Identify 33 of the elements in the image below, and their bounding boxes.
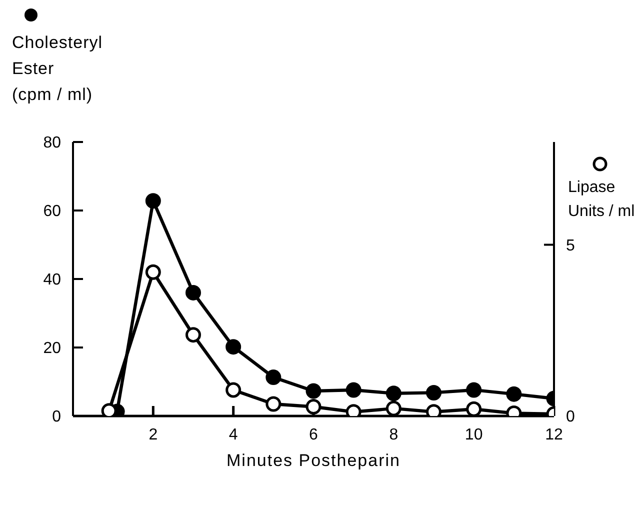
point bbox=[346, 382, 362, 398]
y-tick-label: 20 bbox=[43, 340, 62, 358]
point bbox=[266, 370, 282, 386]
point bbox=[145, 264, 161, 280]
y2-tick-label: 5 bbox=[566, 237, 575, 254]
x-tick-label: 4 bbox=[228, 426, 238, 444]
y-axis-title: Cholesteryl Ester (cpm / ml) bbox=[12, 32, 103, 106]
x-tick-label: 10 bbox=[464, 426, 483, 444]
point bbox=[386, 400, 402, 416]
point bbox=[186, 284, 201, 300]
point bbox=[186, 327, 201, 343]
x-tick-label: 8 bbox=[389, 426, 398, 444]
point bbox=[145, 193, 161, 209]
y-tick-label: 60 bbox=[43, 203, 62, 220]
y-tick-label: 80 bbox=[43, 134, 62, 152]
y2-tick-label: 0 bbox=[566, 408, 575, 426]
y-tick-label: 40 bbox=[43, 272, 62, 289]
point bbox=[386, 386, 402, 402]
point bbox=[226, 382, 242, 398]
point bbox=[306, 383, 322, 399]
point bbox=[306, 399, 322, 415]
x-axis-title: Minutes Postheparin bbox=[226, 451, 400, 470]
x-tick-label: 6 bbox=[309, 426, 318, 444]
point bbox=[266, 396, 282, 412]
x-tick-label: 12 bbox=[545, 426, 563, 444]
y-tick-label: 0 bbox=[52, 408, 62, 426]
y2-axis-title: Lipase Units / ml bbox=[568, 178, 635, 222]
point bbox=[226, 339, 242, 355]
x-tick-label: 2 bbox=[148, 426, 158, 444]
point bbox=[426, 384, 442, 400]
point bbox=[466, 401, 482, 416]
point bbox=[506, 386, 522, 402]
point bbox=[466, 382, 482, 398]
